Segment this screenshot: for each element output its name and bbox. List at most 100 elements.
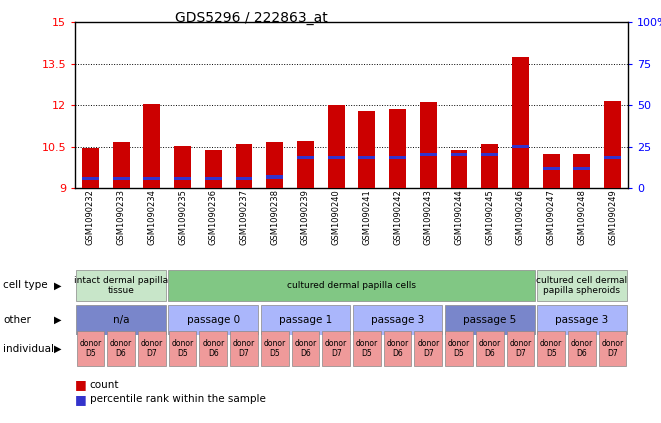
Bar: [420, 153, 437, 157]
Bar: [328, 156, 344, 159]
Bar: [174, 146, 191, 188]
Bar: [230, 331, 258, 366]
Bar: [574, 167, 590, 170]
Text: donor
D5: donor D5: [264, 339, 286, 358]
Bar: [260, 305, 350, 335]
Bar: [138, 331, 166, 366]
Bar: [107, 331, 135, 366]
Bar: [76, 305, 166, 335]
Text: ▶: ▶: [54, 315, 61, 325]
Bar: [358, 111, 375, 188]
Text: donor
D6: donor D6: [110, 339, 132, 358]
Bar: [174, 177, 191, 180]
Text: passage 0: passage 0: [186, 315, 240, 325]
Text: donor
D7: donor D7: [510, 339, 531, 358]
Bar: [297, 156, 314, 159]
Bar: [543, 154, 560, 188]
Bar: [574, 154, 590, 188]
Text: individual: individual: [3, 343, 54, 354]
Bar: [266, 142, 283, 188]
Bar: [266, 175, 283, 179]
Text: donor
D5: donor D5: [356, 339, 378, 358]
Bar: [353, 331, 381, 366]
Bar: [323, 331, 350, 366]
Bar: [200, 331, 227, 366]
Text: donor
D6: donor D6: [387, 339, 408, 358]
Text: donor
D5: donor D5: [171, 339, 194, 358]
Bar: [76, 270, 166, 301]
Bar: [543, 167, 560, 170]
Text: donor
D6: donor D6: [294, 339, 317, 358]
Bar: [235, 144, 253, 188]
Bar: [205, 150, 221, 188]
Bar: [82, 148, 99, 188]
Bar: [292, 331, 319, 366]
Text: donor
D6: donor D6: [202, 339, 224, 358]
Text: cell type: cell type: [3, 280, 48, 290]
Text: passage 3: passage 3: [371, 315, 424, 325]
Bar: [261, 331, 289, 366]
Text: donor
D5: donor D5: [540, 339, 563, 358]
Text: other: other: [3, 315, 31, 325]
Bar: [445, 305, 535, 335]
Bar: [205, 177, 221, 180]
Bar: [537, 331, 565, 366]
Bar: [481, 144, 498, 188]
Bar: [143, 104, 160, 188]
Bar: [143, 177, 160, 180]
Bar: [169, 270, 535, 301]
Text: n/a: n/a: [113, 315, 130, 325]
Bar: [358, 156, 375, 159]
Bar: [414, 331, 442, 366]
Bar: [604, 101, 621, 188]
Bar: [353, 305, 442, 335]
Text: intact dermal papilla
tissue: intact dermal papilla tissue: [74, 276, 168, 295]
Text: donor
D7: donor D7: [325, 339, 347, 358]
Bar: [481, 153, 498, 157]
Text: count: count: [90, 379, 119, 390]
Bar: [446, 331, 473, 366]
Bar: [82, 177, 99, 180]
Bar: [77, 331, 104, 366]
Text: donor
D7: donor D7: [141, 339, 163, 358]
Bar: [476, 331, 504, 366]
Bar: [235, 177, 253, 180]
Text: cultured cell dermal
papilla spheroids: cultured cell dermal papilla spheroids: [536, 276, 627, 295]
Bar: [169, 305, 258, 335]
Text: ■: ■: [75, 393, 87, 406]
Text: donor
D6: donor D6: [479, 339, 501, 358]
Text: donor
D5: donor D5: [448, 339, 470, 358]
Text: passage 3: passage 3: [555, 315, 609, 325]
Text: passage 1: passage 1: [279, 315, 332, 325]
Bar: [512, 145, 529, 148]
Text: donor
D6: donor D6: [571, 339, 593, 358]
Bar: [507, 331, 534, 366]
Text: ▶: ▶: [54, 280, 61, 290]
Bar: [451, 150, 467, 188]
Bar: [112, 143, 130, 188]
Bar: [384, 331, 411, 366]
Text: donor
D7: donor D7: [233, 339, 255, 358]
Bar: [328, 105, 344, 188]
Text: donor
D7: donor D7: [602, 339, 624, 358]
Bar: [512, 58, 529, 188]
Text: percentile rank within the sample: percentile rank within the sample: [90, 394, 266, 404]
Bar: [389, 156, 406, 159]
Bar: [599, 331, 627, 366]
Bar: [297, 141, 314, 188]
Bar: [169, 331, 196, 366]
Text: passage 5: passage 5: [463, 315, 516, 325]
Bar: [537, 305, 627, 335]
Bar: [420, 102, 437, 188]
Bar: [568, 331, 596, 366]
Text: donor
D5: donor D5: [79, 339, 102, 358]
Bar: [451, 153, 467, 157]
Text: ▶: ▶: [54, 343, 61, 354]
Text: GDS5296 / 222863_at: GDS5296 / 222863_at: [175, 11, 328, 25]
Text: donor
D7: donor D7: [417, 339, 440, 358]
Bar: [537, 270, 627, 301]
Bar: [389, 109, 406, 188]
Text: cultured dermal papilla cells: cultured dermal papilla cells: [287, 281, 416, 290]
Bar: [604, 156, 621, 159]
Bar: [112, 177, 130, 180]
